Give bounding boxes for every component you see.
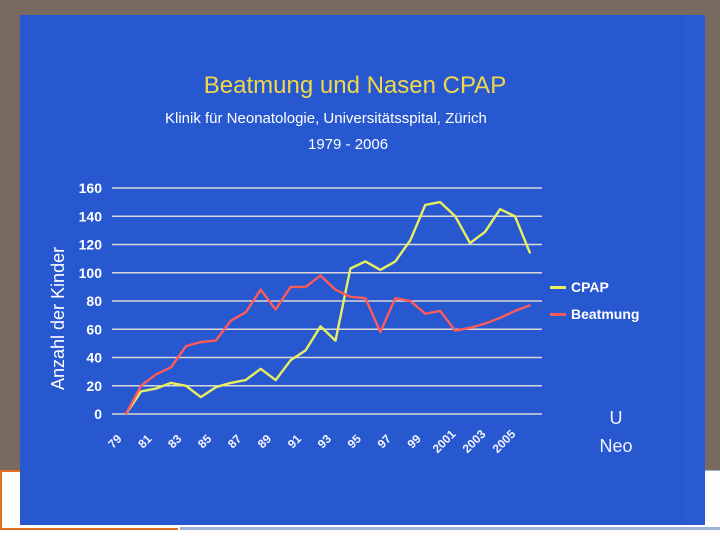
y-tick-label: 160: [79, 180, 103, 196]
data-point-cpap: [454, 215, 456, 218]
data-point-beatmung: [244, 311, 247, 314]
data-point-beatmung: [424, 312, 427, 315]
data-point-beatmung: [289, 286, 292, 288]
data-point-beatmung: [319, 274, 322, 277]
data-point-cpap: [155, 387, 157, 390]
university-logo: U Neo: [598, 404, 634, 460]
data-point-cpap: [289, 359, 292, 362]
y-tick-labels: 0 20 40 60 80 100 120 140 160: [79, 180, 103, 422]
data-point-cpap: [409, 239, 412, 242]
legend-label-beatmung: Beatmung: [571, 306, 640, 322]
data-point-beatmung: [304, 286, 307, 288]
logo-line-2: Neo: [599, 436, 633, 456]
data-point-cpap: [364, 260, 367, 263]
series-line-beatmung: [124, 274, 531, 415]
data-point-cpap: [529, 252, 531, 254]
data-point-beatmung: [454, 329, 456, 332]
legend-label-cpap: CPAP: [571, 279, 609, 295]
data-point-cpap: [229, 382, 232, 384]
data-point-beatmung: [349, 295, 352, 298]
data-point-cpap: [319, 325, 322, 328]
data-point-cpap: [140, 390, 142, 393]
data-point-cpap: [469, 242, 471, 244]
data-point-cpap: [424, 204, 427, 206]
data-point-beatmung: [364, 297, 367, 299]
x-tick-label: 2001: [430, 427, 459, 456]
data-point-cpap: [379, 269, 382, 271]
logo-line-1: U: [609, 408, 623, 428]
data-point-beatmung: [379, 331, 382, 333]
data-point-beatmung: [214, 339, 217, 342]
data-point-beatmung: [394, 297, 397, 299]
x-tick-label: 91: [285, 432, 305, 452]
y-tick-label: 120: [79, 237, 103, 253]
data-point-cpap: [334, 339, 337, 342]
x-tick-label: 87: [225, 432, 245, 452]
x-tick-label: 83: [165, 432, 185, 452]
x-tick-label: 99: [405, 432, 425, 452]
data-point-cpap: [185, 384, 187, 387]
data-point-beatmung: [125, 413, 127, 415]
x-tick-label: 93: [315, 432, 335, 452]
chart-title: Beatmung und Nasen CPAP: [0, 72, 720, 100]
x-tick-label: 81: [135, 432, 155, 452]
data-point-cpap: [170, 382, 172, 384]
data-point-cpap: [349, 267, 352, 270]
data-point-beatmung: [140, 384, 142, 387]
x-tick-label: 79: [105, 432, 125, 452]
grid-lines: [112, 187, 542, 415]
data-point-beatmung: [334, 288, 337, 291]
data-point-beatmung: [155, 373, 157, 376]
data-point-beatmung: [259, 288, 262, 291]
data-point-beatmung: [469, 327, 471, 329]
data-point-beatmung: [185, 345, 187, 348]
data-point-cpap: [394, 260, 397, 263]
y-tick-label: 100: [79, 265, 103, 281]
data-point-beatmung: [439, 310, 442, 312]
data-point-cpap: [484, 230, 486, 233]
data-point-beatmung: [170, 366, 172, 369]
data-point-cpap: [214, 386, 217, 388]
data-point-cpap: [244, 379, 247, 381]
x-tick-label: 85: [195, 432, 215, 452]
series-line-cpap: [125, 200, 532, 415]
y-tick-label: 60: [86, 321, 102, 337]
x-tick-label: 2003: [460, 427, 489, 456]
slide-right-strip: [686, 15, 705, 525]
data-point-beatmung: [229, 319, 232, 322]
data-point-cpap: [514, 215, 516, 218]
legend-swatch-cpap: [550, 286, 566, 289]
data-point-cpap: [200, 396, 202, 398]
y-tick-label: 20: [86, 378, 102, 394]
x-tick-label: 95: [345, 432, 365, 452]
x-tick-label: 2005: [490, 427, 519, 456]
data-point-beatmung: [529, 304, 531, 307]
y-tick-label: 40: [86, 350, 102, 366]
data-point-cpap: [499, 208, 501, 210]
data-point-beatmung: [484, 322, 486, 325]
data-point-beatmung: [409, 300, 412, 302]
x-tick-label: 97: [375, 432, 395, 452]
data-point-cpap: [304, 349, 307, 352]
legend-swatch-beatmung: [550, 313, 566, 316]
y-tick-label: 0: [94, 406, 102, 422]
data-point-beatmung: [200, 341, 202, 343]
data-point-beatmung: [514, 310, 516, 312]
chart-subtitle: Klinik für Neonatologie, Universitätsspi…: [165, 110, 487, 127]
series-lines: [124, 200, 532, 415]
data-point-cpap: [274, 379, 277, 381]
data-point-beatmung: [274, 308, 277, 311]
chart-title-text: Beatmung und Nasen CPAP: [203, 72, 507, 99]
data-point-cpap: [439, 201, 442, 203]
data-point-beatmung: [499, 317, 501, 319]
slide-background: [20, 15, 705, 525]
y-tick-label: 140: [79, 208, 103, 224]
x-tick-labels: 79 81 83 85 87 89 91 93 95 97 99 2001 2003 2005: [105, 427, 518, 456]
data-point-cpap: [259, 368, 262, 370]
x-tick-label: 89: [255, 432, 275, 452]
chart-years: 1979 - 2006: [308, 136, 389, 153]
y-tick-label: 80: [86, 293, 102, 309]
